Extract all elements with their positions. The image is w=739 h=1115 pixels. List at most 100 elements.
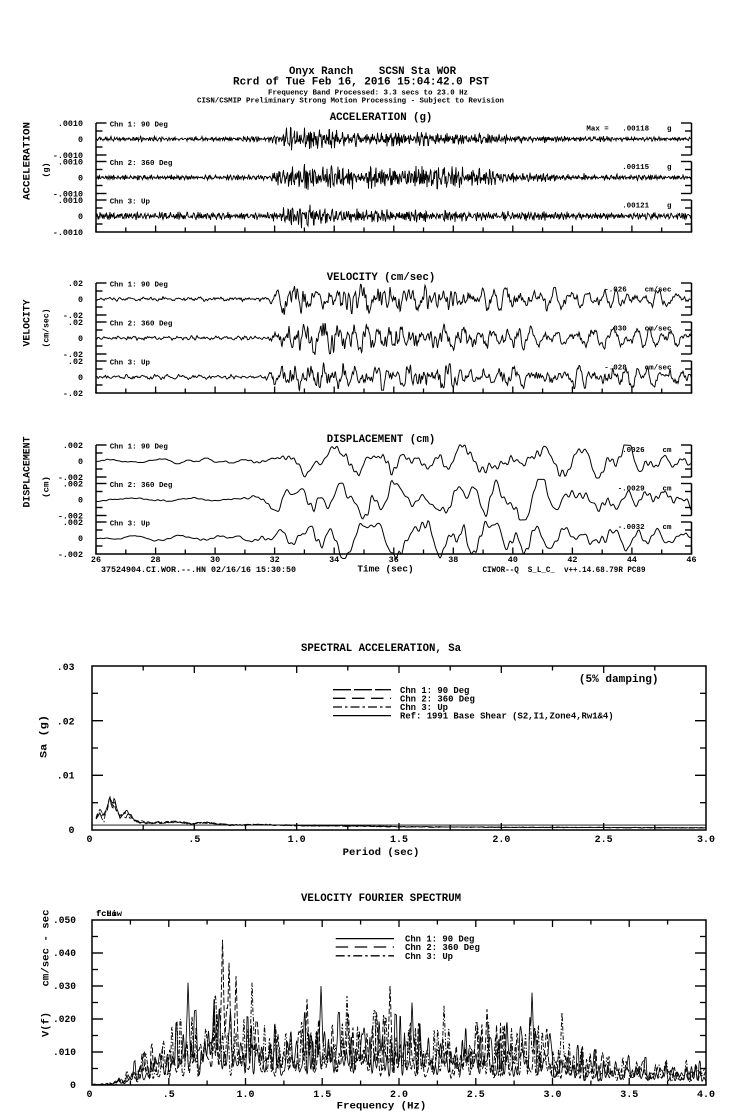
- svg-text:Time (sec): Time (sec): [357, 565, 413, 575]
- svg-text:2.0: 2.0: [492, 835, 510, 846]
- svg-text:-.02: -.02: [63, 389, 83, 399]
- svg-text:.010: .010: [53, 1048, 76, 1059]
- svg-text:SPECTRAL ACCELERATION, Sa: SPECTRAL ACCELERATION, Sa: [301, 643, 462, 655]
- svg-text:.02: .02: [68, 279, 83, 289]
- svg-text:-.02: -.02: [63, 311, 83, 321]
- svg-text:.020: .020: [53, 1015, 76, 1026]
- svg-text:2.0: 2.0: [390, 1090, 408, 1101]
- svg-text:Chn 1: 90 Deg: Chn 1: 90 Deg: [405, 934, 474, 944]
- svg-text:Chn 3: Up: Chn 3: Up: [405, 952, 453, 962]
- svg-text:Chn 2: 360 Deg: Chn 2: 360 Deg: [405, 943, 480, 953]
- svg-text:Max = .00118 g: Max = .00118 g: [586, 126, 672, 134]
- svg-text:.00115 g: .00115 g: [622, 164, 672, 172]
- svg-text:0: 0: [86, 1090, 92, 1101]
- svg-text:Chn 1: 90 Deg: Chn 1: 90 Deg: [110, 282, 169, 290]
- svg-text:-.0032 cm: -.0032 cm: [618, 524, 672, 532]
- svg-text:37524904.CI.WOR.--.HN 02/16/16: 37524904.CI.WOR.--.HN 02/16/16 15:30:50: [101, 565, 296, 575]
- svg-text:.5: .5: [188, 835, 200, 846]
- svg-text:0: 0: [68, 826, 74, 837]
- svg-text:Chn 3: Up: Chn 3: Up: [110, 360, 151, 368]
- svg-text:fcLow: fcLow: [96, 909, 123, 919]
- svg-text:Chn 1: 90 Deg: Chn 1: 90 Deg: [110, 444, 169, 452]
- svg-text:-.002: -.002: [58, 550, 83, 560]
- svg-text:32: 32: [270, 555, 280, 565]
- svg-text:0: 0: [86, 835, 92, 846]
- svg-text:26: 26: [91, 555, 101, 565]
- svg-text:(g): (g): [42, 163, 52, 178]
- svg-text:-.0010: -.0010: [53, 151, 83, 161]
- svg-text:44: 44: [627, 555, 637, 565]
- svg-text:42: 42: [567, 555, 577, 565]
- svg-text:-.028 cm/sec: -.028 cm/sec: [604, 364, 672, 372]
- svg-text:Period (sec): Period (sec): [343, 847, 420, 859]
- svg-text:0: 0: [78, 534, 83, 544]
- svg-text:ACCELERATION: ACCELERATION: [22, 122, 34, 200]
- svg-text:Chn 3: Up: Chn 3: Up: [110, 521, 151, 529]
- svg-text:0: 0: [78, 212, 83, 222]
- svg-text:.5: .5: [163, 1090, 175, 1101]
- svg-text:0: 0: [78, 373, 83, 383]
- svg-text:-.02: -.02: [63, 350, 83, 360]
- svg-text:cm/sec - sec: cm/sec - sec: [41, 910, 53, 987]
- svg-text:34: 34: [329, 555, 339, 565]
- svg-text:.0010: .0010: [58, 119, 83, 129]
- svg-text:3.0: 3.0: [697, 835, 715, 846]
- svg-text:-.002: -.002: [58, 512, 83, 522]
- svg-text:3.0: 3.0: [543, 1090, 561, 1101]
- svg-text:-.0029 cm: -.0029 cm: [618, 486, 672, 494]
- svg-text:Chn 2: 360 Deg: Chn 2: 360 Deg: [110, 482, 173, 490]
- svg-text:Chn 3: Up: Chn 3: Up: [110, 199, 151, 207]
- svg-text:Onyx Ranch SCSN Sta WOR: Onyx Ranch SCSN Sta WOR: [289, 66, 457, 78]
- svg-text:Rcrd of Tue Feb 16, 2016 15:04: Rcrd of Tue Feb 16, 2016 15:04:42.0 PST: [233, 77, 490, 89]
- svg-text:(cm/sec): (cm/sec): [42, 309, 52, 348]
- svg-text:.040: .040: [53, 949, 76, 960]
- svg-text:ACCELERATION (g): ACCELERATION (g): [330, 112, 433, 124]
- svg-text:1.5: 1.5: [390, 835, 408, 846]
- svg-text:DISPLACEMENT: DISPLACEMENT: [22, 437, 34, 508]
- svg-text:Chn 1: 90 Deg: Chn 1: 90 Deg: [110, 122, 169, 130]
- svg-text:.02: .02: [68, 318, 83, 328]
- svg-text:.002: .002: [63, 480, 83, 490]
- svg-text:Frequency Band Processed: 3.3: Frequency Band Processed: 3.3 secs to 23…: [268, 90, 468, 98]
- svg-text:-.026 cm/sec: -.026 cm/sec: [604, 286, 672, 294]
- svg-text:.002: .002: [63, 441, 83, 451]
- svg-text:2.5: 2.5: [595, 835, 613, 846]
- svg-text:30: 30: [210, 555, 220, 565]
- svg-text:-.002: -.002: [58, 473, 83, 483]
- svg-text:0: 0: [78, 334, 83, 344]
- svg-text:38: 38: [448, 555, 458, 565]
- svg-text:36: 36: [389, 555, 399, 565]
- svg-text:fcHi: fcHi: [96, 909, 117, 919]
- svg-text:VELOCITY FOURIER SPECTRUM: VELOCITY FOURIER SPECTRUM: [301, 893, 461, 905]
- svg-text:DISPLACEMENT (cm): DISPLACEMENT (cm): [327, 434, 435, 446]
- svg-text:Chn 3: Up: Chn 3: Up: [400, 703, 448, 713]
- svg-text:0: 0: [78, 135, 83, 145]
- svg-text:.00121 g: .00121 g: [622, 203, 672, 211]
- svg-text:Ref: 1991 Base Shear (S2,I1,Zo: Ref: 1991 Base Shear (S2,I1,Zone4,Rw1&4): [400, 712, 614, 722]
- svg-text:2.5: 2.5: [467, 1090, 485, 1101]
- svg-text:Chn 2: 360 Deg: Chn 2: 360 Deg: [110, 160, 173, 168]
- svg-text:Chn 1: 90 Deg: Chn 1: 90 Deg: [400, 686, 469, 696]
- svg-text:Chn 2: 360 Deg: Chn 2: 360 Deg: [110, 321, 173, 329]
- svg-text:.01: .01: [57, 772, 75, 783]
- svg-text:.0026 cm: .0026 cm: [622, 447, 672, 455]
- svg-text:0: 0: [78, 496, 83, 506]
- svg-text:40: 40: [508, 555, 518, 565]
- svg-text:.02: .02: [68, 357, 83, 367]
- svg-text:0: 0: [70, 1081, 76, 1092]
- svg-text:.0010: .0010: [58, 196, 83, 206]
- svg-text:-.0010: -.0010: [53, 228, 83, 238]
- svg-text:Chn 2: 360 Deg: Chn 2: 360 Deg: [400, 695, 475, 705]
- svg-text:.002: .002: [63, 518, 83, 528]
- svg-text:CISN/CSMIP Preliminary Strong: CISN/CSMIP Preliminary Strong Motion Pro…: [197, 98, 504, 106]
- svg-text:28: 28: [151, 555, 161, 565]
- svg-text:CIWOR--Q S_L_C_ v++.14.68.79: CIWOR--Q S_L_C_ v++.14.68.79R PC89: [483, 566, 646, 575]
- svg-text:.030 cm/sec: .030 cm/sec: [609, 325, 672, 333]
- svg-text:V(f): V(f): [41, 1012, 53, 1037]
- svg-text:0: 0: [78, 295, 83, 305]
- svg-text:1.0: 1.0: [236, 1090, 254, 1101]
- svg-text:1.5: 1.5: [313, 1090, 331, 1101]
- svg-text:.02: .02: [57, 717, 75, 728]
- svg-text:VELOCITY: VELOCITY: [22, 299, 34, 347]
- svg-text:.030: .030: [53, 982, 76, 993]
